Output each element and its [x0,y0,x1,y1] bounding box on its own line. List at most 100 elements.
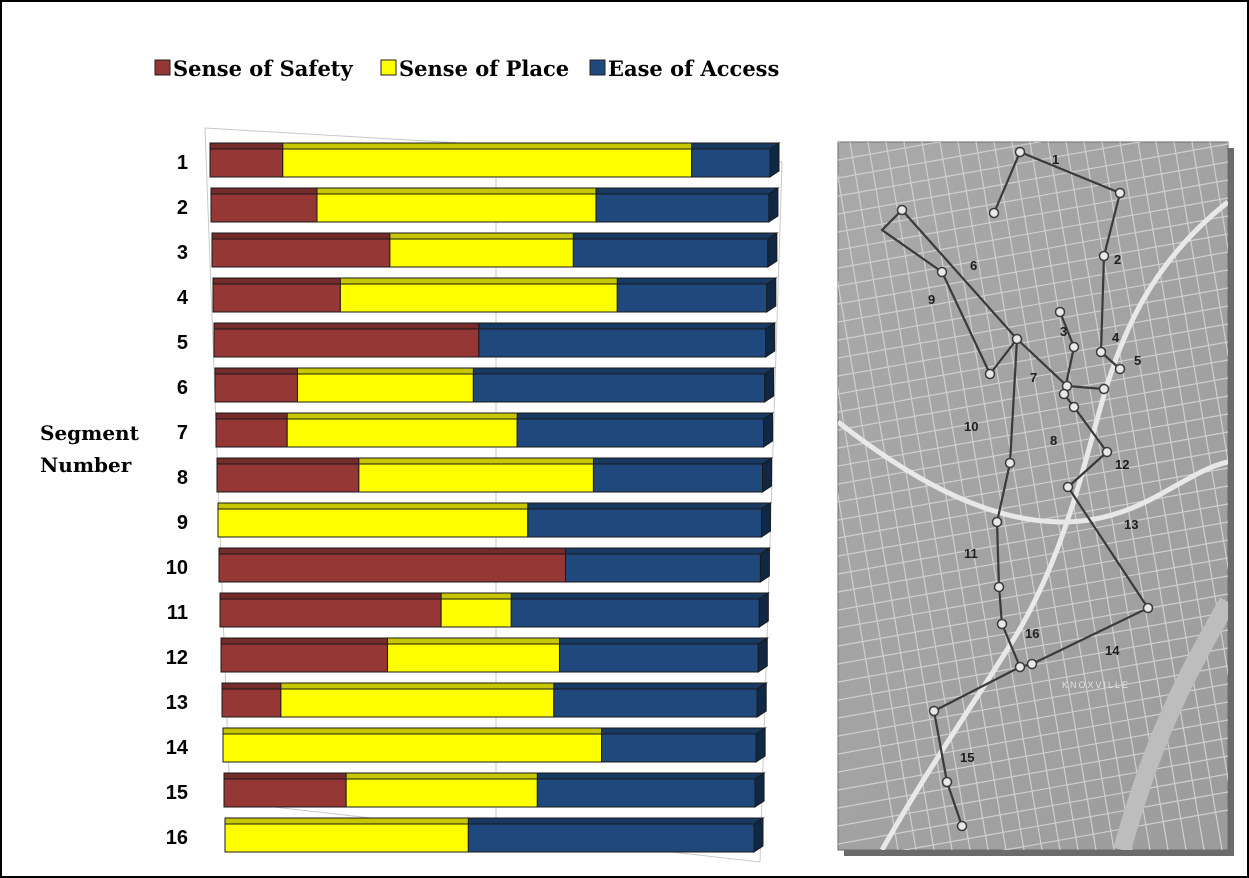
route-node [1142,602,1154,614]
street-line [838,142,1042,179]
bar-3-series-1 [211,232,401,268]
map-segment-label-5: 5 [1134,353,1141,368]
bar-2-series-2 [316,187,607,223]
street-line [838,197,1228,269]
bar-front-face [339,283,618,313]
bar-side-face [757,637,768,673]
map-segment-label-1: 1 [1052,152,1059,167]
bar-front-face [389,238,574,268]
map-segment-label-2: 2 [1114,252,1121,267]
bar-top-face [223,772,357,780]
bar-front-face [345,778,538,808]
route-node [993,581,1005,593]
route-node [988,207,1000,219]
bar-row-9 [217,502,773,538]
y-tick-label-4: 4 [177,287,189,309]
street-line [838,179,1228,251]
bar-front-face [595,193,770,223]
map-segment-label-16: 16 [1025,626,1039,641]
bar-2-series-1 [210,187,328,223]
street-line [838,142,1143,197]
bar-top-face [536,772,766,780]
bar-front-face [296,373,474,403]
bar-top-face [358,457,605,465]
bar-8-series-2 [358,457,605,493]
street-line [939,142,1061,850]
map-place-label: KNOXVILLE [1062,680,1130,690]
route-node [1095,346,1107,358]
bar-row-15 [223,772,766,808]
bar-top-face [282,142,703,150]
street-line [1001,809,1228,850]
bar-top-face [553,682,768,690]
bar-top-face [212,277,352,285]
map-segment-label-10: 10 [964,419,978,434]
bar-11-series-3 [510,592,770,628]
bar-side-face [758,592,769,628]
map-segment-label-6: 6 [970,258,977,273]
bar-4-series-3 [616,277,778,313]
bar-top-face [691,142,781,150]
y-tick-label-15: 15 [166,782,188,804]
bar-top-face [339,277,628,285]
bar-top-face [286,412,528,420]
route-node [984,368,996,380]
bar-13-series-3 [553,682,768,718]
bar-front-face [616,283,768,313]
bar-7-series-3 [516,412,775,448]
legend-swatch-access [589,59,606,76]
bar-front-face [478,328,767,358]
route-node [1014,661,1026,673]
street-line [838,142,842,143]
y-tick-label-6: 6 [177,377,188,399]
bar-row-14 [222,727,767,763]
bar-top-face [218,547,577,555]
bar-1-series-3 [691,142,781,178]
route-node [1114,363,1126,375]
bar-top-face [564,547,772,555]
bar-top-face [616,277,778,285]
bar-front-face [592,463,764,493]
map-segment-label-8: 8 [1050,433,1057,448]
street-line [838,521,1228,593]
bar-front-face [214,373,298,403]
bar-top-face [214,367,309,375]
bar-side-face [766,277,777,313]
bar-3-series-2 [389,232,584,268]
legend-label-safety: Sense of Safety [173,56,354,81]
street-line [838,359,1228,431]
street-line [838,395,1228,467]
bar-row-5 [213,322,777,358]
bar-top-face [211,232,401,240]
bar-6-series-3 [472,367,776,403]
bar-side-face [763,412,774,448]
route-node [1062,481,1074,493]
bar-12-series-2 [387,637,571,673]
bar-front-face [216,463,360,493]
bar-top-face [215,412,298,420]
bar-13-series-1 [221,682,292,718]
map-segment-label-12: 12 [1115,457,1129,472]
bar-top-face [558,637,769,645]
map-segment-label-9: 9 [928,292,935,307]
street-line [921,142,1043,850]
street-line [885,142,1007,850]
bar-front-face [210,193,318,223]
bar-12-series-1 [220,637,399,673]
route-node [941,776,953,788]
bar-front-face [280,688,555,718]
bar-top-face [220,637,399,645]
street-line [838,215,1228,287]
bar-9-series-2 [217,502,539,538]
street-line [838,467,1228,539]
route-node [956,820,968,832]
map-segment-label-15: 15 [960,750,974,765]
bar-front-face [510,598,760,628]
legend-label-access: Ease of Access [608,56,779,81]
bar-14-series-3 [601,727,767,763]
highway-line [838,420,1228,525]
route-node [1098,250,1110,262]
